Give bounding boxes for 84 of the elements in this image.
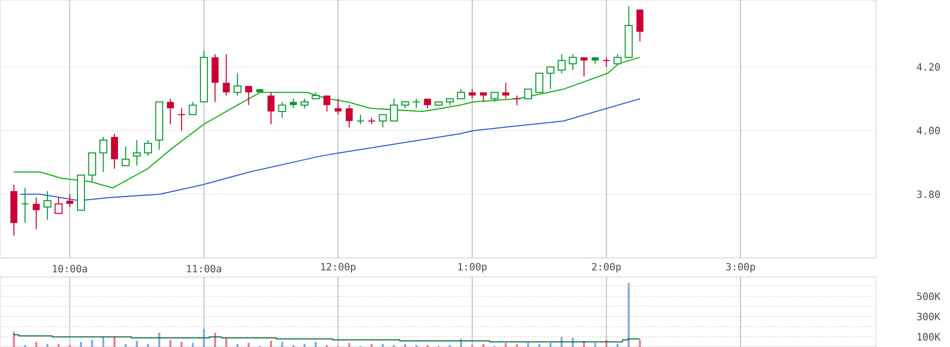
bar	[270, 340, 272, 347]
candlestick	[222, 54, 230, 96]
y-tick-label: 3.80	[917, 190, 940, 198]
candlestick	[457, 88, 466, 100]
bar	[549, 342, 552, 347]
candlestick	[558, 54, 566, 74]
bar	[638, 340, 641, 347]
candlestick	[378, 114, 387, 128]
candlestick	[535, 72, 544, 93]
candlestick	[144, 140, 152, 157]
candlestick	[636, 9, 644, 42]
bar	[124, 344, 127, 347]
bar	[214, 332, 216, 347]
candlestick	[323, 95, 330, 112]
bar	[370, 344, 373, 347]
x-tick-label: 1:00p	[458, 262, 487, 272]
candlestick	[21, 187, 30, 224]
candlestick	[188, 101, 197, 116]
x-tick-label: 2:00p	[592, 262, 621, 272]
bar	[58, 344, 60, 347]
candlestick	[490, 92, 499, 102]
x-tick-label: 12:00p	[321, 262, 356, 272]
bar	[594, 342, 596, 347]
bar	[236, 344, 238, 347]
candlestick	[580, 56, 588, 77]
bar	[80, 342, 82, 347]
candlestick	[468, 88, 476, 100]
bar	[404, 344, 406, 347]
candlestick	[32, 196, 40, 230]
bar	[314, 342, 317, 347]
candlestick	[512, 95, 521, 106]
bar	[482, 344, 484, 347]
candlestick	[166, 98, 174, 125]
y-tick-label: 300K	[917, 312, 940, 320]
bar	[180, 342, 183, 347]
candlestick	[334, 98, 342, 116]
candlestick	[99, 136, 108, 172]
candlestick	[278, 101, 286, 118]
candlestick	[546, 66, 554, 90]
y-tick-label: 4.20	[916, 63, 940, 71]
candlestick	[290, 98, 297, 109]
candlestick	[412, 98, 420, 109]
x-tick-label: 10:00a	[52, 264, 87, 272]
candlestick	[66, 194, 74, 208]
x-tick-label: 3:00p	[726, 262, 755, 272]
candlestick	[233, 72, 242, 96]
candlestick	[111, 133, 118, 170]
bar	[12, 332, 15, 347]
bar	[113, 336, 116, 347]
bar	[538, 344, 540, 347]
bar	[304, 344, 306, 347]
candlestick	[568, 54, 577, 71]
bar	[382, 344, 384, 347]
y-tick-label: 4.00	[916, 126, 940, 134]
candlestick	[178, 108, 186, 132]
bar	[169, 340, 172, 347]
candlestick	[268, 92, 274, 125]
candlestick	[602, 56, 610, 68]
candlestick	[614, 54, 622, 64]
bar	[91, 340, 94, 347]
candlestick	[424, 98, 431, 109]
bar	[616, 344, 619, 347]
candlestick	[356, 114, 364, 125]
y-tick-label: 500K	[917, 292, 940, 300]
bar	[147, 344, 150, 347]
candlestick	[122, 146, 130, 166]
bar	[46, 344, 48, 347]
bar	[628, 283, 630, 347]
x-tick-label: 11:00a	[187, 264, 222, 272]
candlestick	[132, 140, 141, 166]
bar	[527, 342, 530, 347]
candlestick	[300, 98, 309, 109]
bar	[202, 328, 205, 347]
candlestick	[245, 85, 252, 106]
bar	[348, 342, 350, 347]
bar	[225, 338, 228, 347]
y-tick-label: 100K	[918, 333, 940, 341]
candlestick	[390, 98, 398, 122]
candlestick	[43, 190, 52, 220]
candlestick	[54, 196, 63, 214]
line-series	[20, 98, 640, 202]
candlestick	[346, 104, 353, 128]
candlestick	[88, 152, 96, 182]
candlestick	[524, 88, 532, 100]
